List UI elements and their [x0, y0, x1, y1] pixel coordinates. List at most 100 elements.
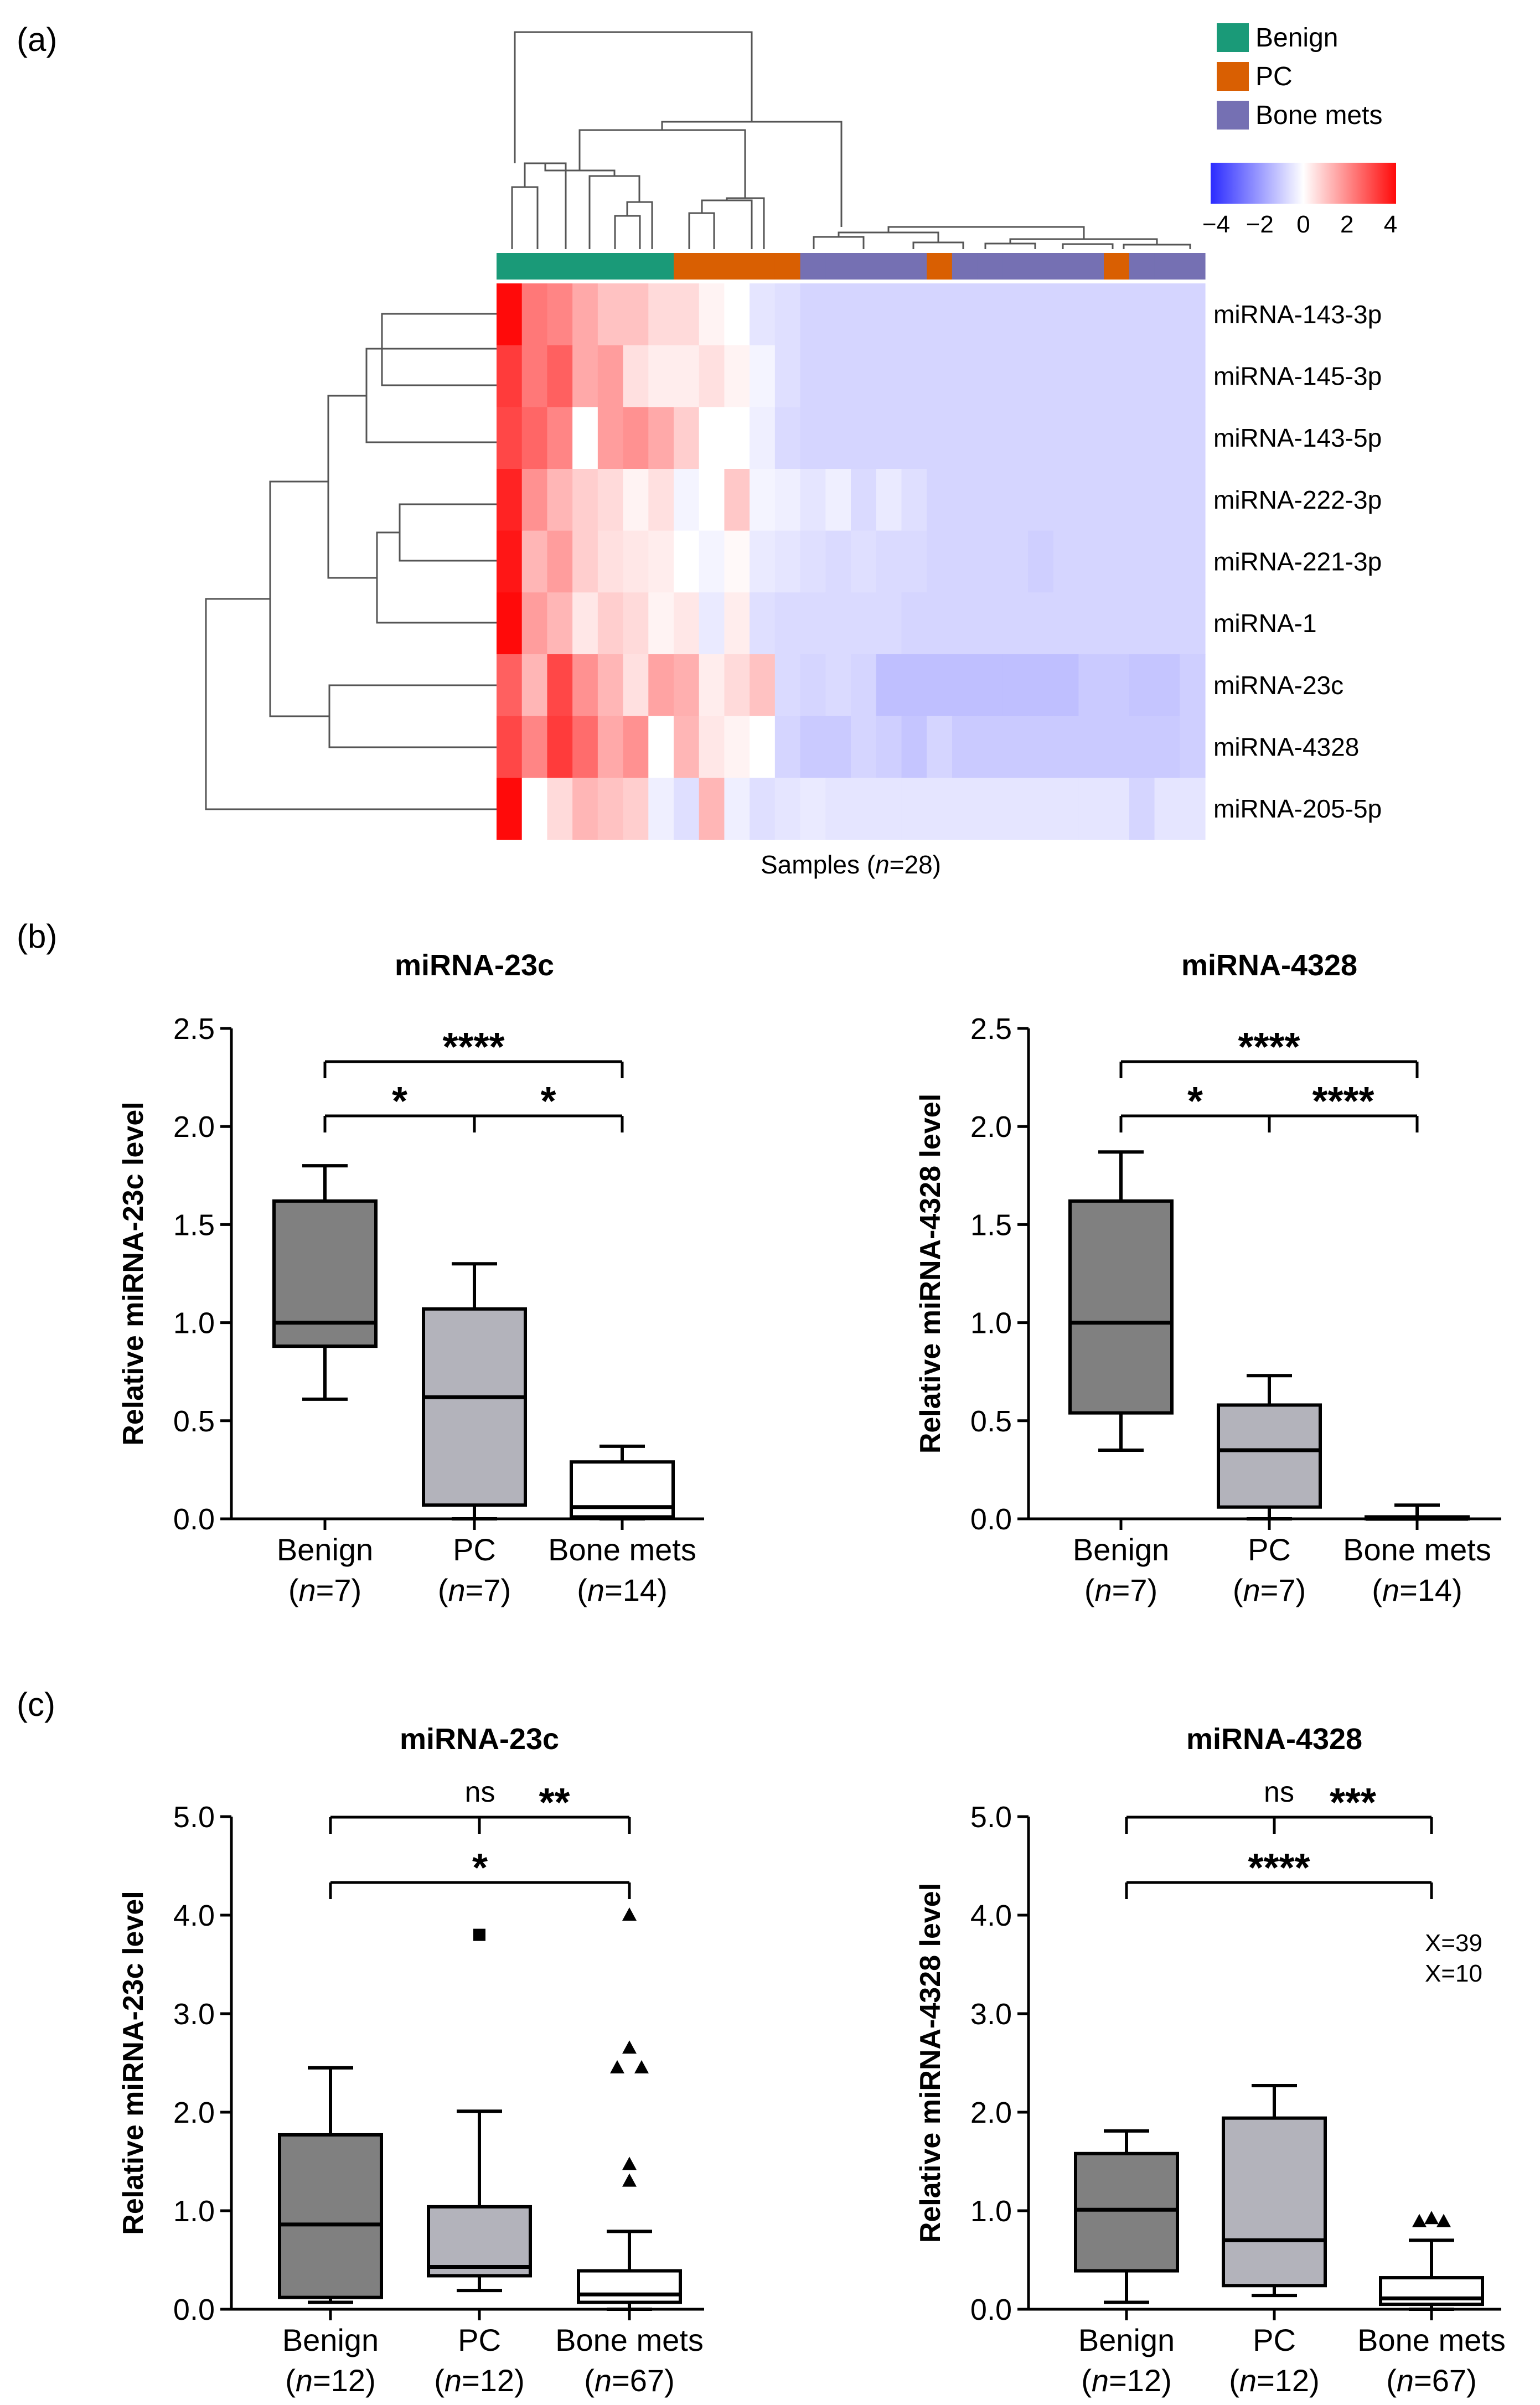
significance-label: *: [472, 1846, 488, 1890]
heatmap-cell: [648, 592, 674, 655]
heatmap-cell: [1180, 592, 1206, 655]
heatmap-cell: [800, 716, 826, 778]
box-plot-c-mirna-4328: miRNA-4328 Relative miRNA-4328 level 0.0 1.…: [914, 1723, 1506, 2398]
heatmap-cell: [623, 407, 649, 469]
heatmap-cell: [1028, 407, 1054, 469]
heatmap-cell: [977, 716, 1003, 778]
heatmap-cell: [547, 778, 573, 840]
heatmap-cell: [851, 716, 877, 778]
x-category-n: (n=7): [438, 1573, 511, 1607]
heatmap-row-label: miRNA-221-3p: [1213, 547, 1382, 576]
box-plot-b-mirna-4328: miRNA-4328 Relative miRNA-4328 level 0.0 0.…: [914, 949, 1501, 1607]
heatmap-cell: [1028, 592, 1054, 655]
heatmap-cell: [927, 469, 953, 531]
significance-label: ****: [1312, 1079, 1374, 1124]
panel-label-c: (c): [17, 1686, 55, 1723]
group-bar-cell: [1078, 253, 1104, 280]
heatmap-cell: [1028, 530, 1054, 593]
legend-swatch: [1217, 101, 1249, 130]
column-dendrogram: [511, 31, 1191, 249]
heatmap-cell: [952, 716, 978, 778]
heatmap-cell: [876, 469, 902, 531]
x-category-label: PC: [453, 1532, 496, 1567]
box-iqr: [1222, 2116, 1327, 2288]
heatmap-cell: [1180, 345, 1206, 407]
heatmap-cell: [1104, 778, 1130, 840]
group-bar-cell: [1154, 253, 1180, 280]
group-bar-cell: [901, 253, 927, 280]
heatmap-cell: [1154, 654, 1180, 717]
heatmap-cell: [1028, 283, 1054, 346]
heatmap-cell: [497, 778, 523, 840]
heatmap-cell: [521, 654, 548, 717]
heatmap-cell: [1129, 469, 1155, 531]
heatmap-cell: [851, 345, 877, 407]
label-part: =7): [1112, 1573, 1158, 1607]
x-category-label: Benign: [277, 1532, 373, 1567]
heatmap-cell: [572, 592, 598, 655]
group-bar-cell: [724, 253, 750, 280]
y-tick-label: 1.5: [173, 1208, 215, 1242]
group-bar-cell: [927, 253, 953, 280]
box-iqr: [1068, 1199, 1174, 1415]
heatmap-cell: [724, 469, 750, 531]
heatmap-cell: [497, 592, 523, 655]
heatmap-cell: [699, 469, 725, 531]
heatmap-cell: [1154, 345, 1180, 407]
label-part: =7): [466, 1573, 511, 1607]
heatmap-cell: [851, 407, 877, 469]
heatmap-cell: [1154, 592, 1180, 655]
heatmap-row-label: miRNA-222-3p: [1213, 485, 1382, 514]
heatmap-cell: [800, 530, 826, 593]
heatmap-cell: [1180, 530, 1206, 593]
heatmap-cell: [1104, 654, 1130, 717]
heatmap-cell: [547, 283, 573, 346]
heatmap-cell: [1129, 530, 1155, 593]
heatmap-cell: [1078, 654, 1104, 717]
heatmap-cell: [1129, 778, 1155, 840]
heatmap-cell: [674, 469, 700, 531]
heatmap-cell: [1180, 283, 1206, 346]
heatmap-row-label: miRNA-1: [1213, 609, 1317, 638]
significance-label: ****: [442, 1025, 504, 1069]
x-category-n: (n=12): [285, 2363, 375, 2398]
y-tick-label: 0.0: [970, 2293, 1012, 2326]
heatmap-cell: [597, 592, 624, 655]
heatmap-cell: [648, 654, 674, 717]
heatmap-cell: [876, 407, 902, 469]
heatmap-cell: [648, 716, 674, 778]
label-part: =12): [462, 2363, 525, 2398]
heatmap-cell: [1078, 469, 1104, 531]
plot-title: miRNA-23c: [400, 1723, 559, 1756]
outlier-triangle: [1424, 2211, 1439, 2225]
outlier-triangle: [622, 2040, 637, 2054]
heatmap-cell: [699, 407, 725, 469]
heatmap-cell: [724, 716, 750, 778]
legend-swatch: [1217, 23, 1249, 52]
heatmap-row-label: miRNA-143-5p: [1213, 423, 1382, 452]
heatmap-cell: [1104, 716, 1130, 778]
heatmap-cell: [1104, 530, 1130, 593]
row-dendrogram: [205, 313, 497, 810]
heatmap-cell: [1078, 592, 1104, 655]
heatmap-cell: [800, 283, 826, 346]
box-iqr: [577, 2269, 682, 2304]
label-part: Samples (: [761, 850, 876, 879]
heatmap-cell: [572, 469, 598, 531]
heatmap-cell: [699, 345, 725, 407]
group-bar-cell: [977, 253, 1003, 280]
significance-label: ***: [1330, 1781, 1376, 1825]
label-part: (: [1386, 2363, 1397, 2398]
heatmap-cell: [774, 469, 801, 531]
x-category-n: (n=14): [577, 1573, 667, 1607]
heatmap-cell: [597, 469, 624, 531]
label-part: (: [1081, 2363, 1092, 2398]
x-category-n: (n=7): [288, 1573, 361, 1607]
box-iqr: [1074, 2151, 1179, 2273]
label-part: =12): [1109, 2363, 1172, 2398]
heatmap-cell: [699, 654, 725, 717]
x-category-label: PC: [1253, 2323, 1296, 2357]
heatmap-cell: [927, 778, 953, 840]
heatmap-cell: [623, 469, 649, 531]
